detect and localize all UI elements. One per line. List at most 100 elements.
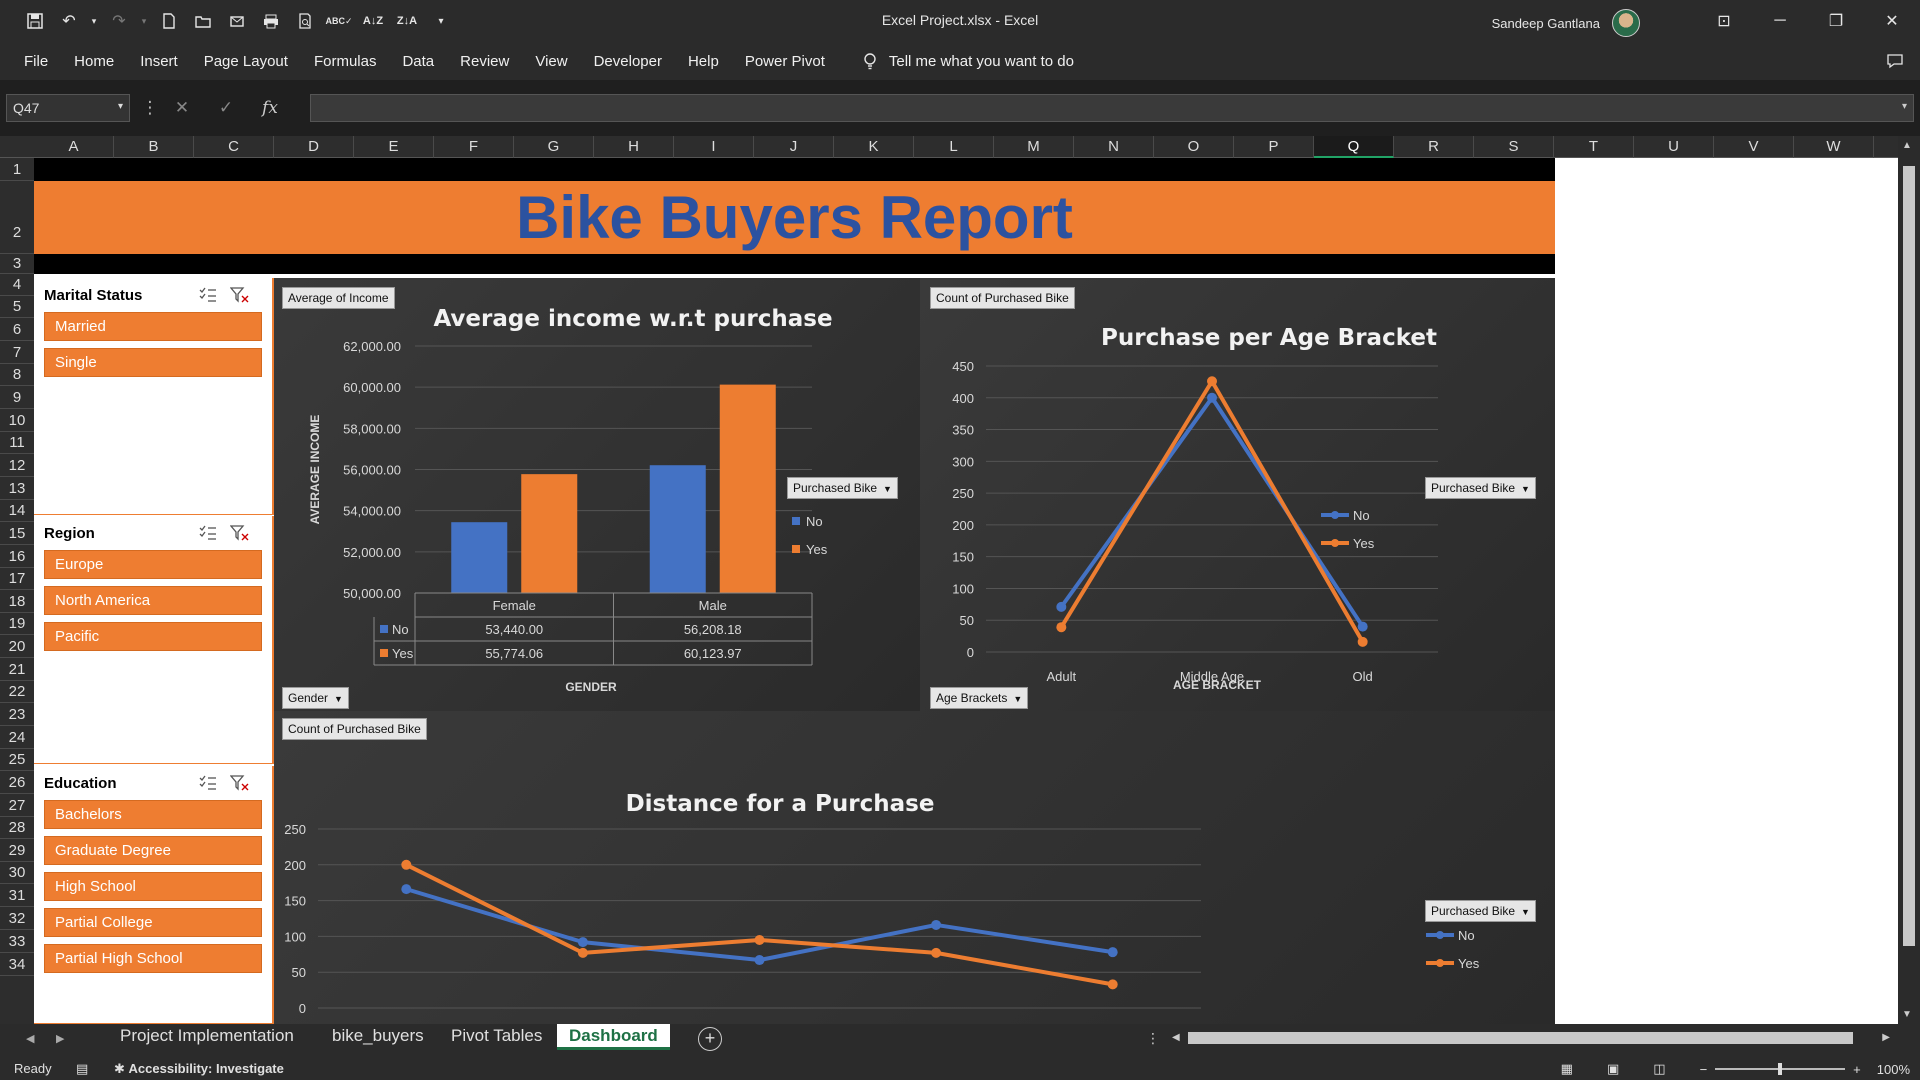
row-header-22[interactable]: 22 — [0, 681, 34, 703]
row-header-30[interactable]: 30 — [0, 862, 34, 884]
zoom-slider-knob[interactable] — [1778, 1063, 1783, 1075]
name-box[interactable]: Q47 ▾ — [6, 94, 130, 122]
tab-home[interactable]: Home — [74, 52, 115, 70]
pivot-value-count-purchased[interactable]: Count of Purchased Bike — [930, 287, 1075, 309]
slicer-item-partial-college[interactable]: Partial College — [44, 908, 262, 937]
zoom-slider[interactable] — [1715, 1063, 1846, 1075]
print-preview-icon[interactable] — [290, 6, 320, 36]
row-header-8[interactable]: 8 — [0, 364, 34, 386]
zoom-out-icon[interactable]: − — [1699, 1061, 1708, 1077]
column-header-t[interactable]: T — [1554, 136, 1634, 158]
row-header-19[interactable]: 19 — [0, 613, 34, 635]
column-header-p[interactable]: P — [1234, 136, 1314, 158]
tell-me-search[interactable]: Tell me what you want to do — [861, 52, 1074, 70]
zoom-in-icon[interactable]: + — [1853, 1061, 1861, 1077]
scroll-up-icon[interactable]: ▲ — [1902, 140, 1912, 151]
row-header-4[interactable]: 4 — [0, 274, 34, 296]
multi-select-icon[interactable] — [198, 524, 218, 542]
slicer-item-partial-high-school[interactable]: Partial High School — [44, 944, 262, 973]
slicer-education[interactable]: Education Bachelors Graduate Degree High Sc… — [34, 766, 274, 1024]
slicer-item-married[interactable]: Married — [44, 312, 262, 341]
slicer-marital-status[interactable]: Marital Status Married Single — [34, 278, 274, 515]
scroll-down-icon[interactable]: ▼ — [1902, 1009, 1912, 1020]
row-header-6[interactable]: 6 — [0, 318, 34, 341]
page-break-view-icon[interactable]: ◫ — [1653, 1061, 1666, 1076]
tab-power-pivot[interactable]: Power Pivot — [744, 52, 825, 70]
row-header-15[interactable]: 15 — [0, 522, 34, 545]
comments-icon[interactable] — [1886, 52, 1904, 75]
sheet-options-icon[interactable]: ⋮ — [1146, 1030, 1160, 1046]
vertical-scroll-thumb[interactable] — [1903, 166, 1915, 946]
sheet-tab-pivot-tables[interactable]: Pivot Tables — [451, 1026, 543, 1045]
horizontal-scroll-thumb[interactable] — [1188, 1032, 1853, 1044]
pivot-value-count-purchased[interactable]: Count of Purchased Bike — [282, 718, 427, 740]
row-header-7[interactable]: 7 — [0, 341, 34, 364]
clear-filter-icon[interactable] — [230, 774, 250, 792]
page-layout-view-icon[interactable]: ▣ — [1606, 1061, 1620, 1076]
row-header-1[interactable]: 1 — [0, 158, 34, 181]
slicer-item-graduate-degree[interactable]: Graduate Degree — [44, 836, 262, 865]
slicer-item-high-school[interactable]: High School — [44, 872, 262, 901]
email-icon[interactable] — [222, 6, 252, 36]
restore-icon[interactable]: ❐ — [1828, 13, 1844, 30]
column-header-o[interactable]: O — [1154, 136, 1234, 158]
tab-page-layout[interactable]: Page Layout — [203, 52, 288, 70]
slicer-region[interactable]: Region Europe North America Pacific — [34, 516, 274, 764]
column-header-i[interactable]: I — [674, 136, 754, 158]
slicer-item-bachelors[interactable]: Bachelors — [44, 800, 262, 829]
column-header-g[interactable]: G — [514, 136, 594, 158]
chart-purchase-per-age[interactable]: Purchase per Age Bracket 0 50 100 150 200 250 3… — [920, 278, 1555, 711]
open-folder-icon[interactable] — [188, 6, 218, 36]
next-sheet-icon[interactable]: ▶ — [56, 1033, 65, 1045]
tab-review[interactable]: Review — [460, 52, 510, 70]
ribbon-display-icon[interactable]: ⊡ — [1717, 13, 1731, 30]
row-header-11[interactable]: 11 — [0, 432, 34, 454]
tab-developer[interactable]: Developer — [593, 52, 662, 70]
normal-view-icon[interactable]: ▦ — [1560, 1061, 1573, 1076]
column-header-f[interactable]: F — [434, 136, 514, 158]
row-header-10[interactable]: 10 — [0, 409, 34, 432]
tab-view[interactable]: View — [535, 52, 568, 70]
multi-select-icon[interactable] — [198, 286, 218, 304]
column-header-q[interactable]: Q — [1314, 136, 1394, 158]
row-header-20[interactable]: 20 — [0, 635, 34, 658]
redo-dropdown-icon[interactable]: ▾ — [141, 15, 147, 26]
scroll-left-icon[interactable]: ◀ — [1172, 1032, 1180, 1043]
column-header-r[interactable]: R — [1394, 136, 1474, 158]
column-header-e[interactable]: E — [354, 136, 434, 158]
tab-insert[interactable]: Insert — [140, 52, 178, 70]
row-header-32[interactable]: 32 — [0, 907, 34, 930]
multi-select-icon[interactable] — [198, 774, 218, 792]
tab-data[interactable]: Data — [402, 52, 435, 70]
row-header-12[interactable]: 12 — [0, 454, 34, 477]
row-header-34[interactable]: 34 — [0, 953, 34, 976]
add-sheet-button[interactable]: + — [698, 1027, 722, 1051]
column-header-d[interactable]: D — [274, 136, 354, 158]
more-options-icon[interactable]: ⋮ — [141, 98, 159, 117]
column-header-c[interactable]: C — [194, 136, 274, 158]
vertical-scrollbar[interactable]: ▲ ▼ — [1898, 136, 1920, 1024]
row-header-2[interactable]: 2 — [0, 181, 34, 254]
pivot-axis-age-brackets[interactable]: Age Brackets ▼ — [930, 687, 1029, 709]
column-header-s[interactable]: S — [1474, 136, 1554, 158]
customize-toolbar-icon[interactable]: ▾ — [438, 15, 444, 27]
row-header-9[interactable]: 9 — [0, 386, 34, 409]
row-header-3[interactable]: 3 — [0, 254, 34, 274]
row-header-24[interactable]: 24 — [0, 726, 34, 749]
pivot-legend-purchased-bike[interactable]: Purchased Bike ▼ — [1425, 477, 1536, 499]
cancel-icon[interactable]: ✕ — [174, 98, 190, 117]
formula-input[interactable]: ▾ — [310, 94, 1914, 122]
enter-icon[interactable]: ✓ — [218, 98, 234, 117]
save-icon[interactable] — [20, 6, 50, 36]
column-header-k[interactable]: K — [834, 136, 914, 158]
column-header-w[interactable]: W — [1794, 136, 1874, 158]
pivot-legend-purchased-bike[interactable]: Purchased Bike ▼ — [1425, 900, 1536, 922]
slicer-item-north-america[interactable]: North America — [44, 586, 262, 615]
slicer-item-europe[interactable]: Europe — [44, 550, 262, 579]
redo-icon[interactable]: ↷ — [112, 13, 126, 30]
tab-help[interactable]: Help — [687, 52, 719, 70]
row-header-31[interactable]: 31 — [0, 884, 34, 907]
column-header-l[interactable]: L — [914, 136, 994, 158]
scroll-right-icon[interactable]: ▶ — [1882, 1032, 1890, 1043]
horizontal-scrollbar[interactable]: ◀ ▶ — [1168, 1029, 1894, 1047]
